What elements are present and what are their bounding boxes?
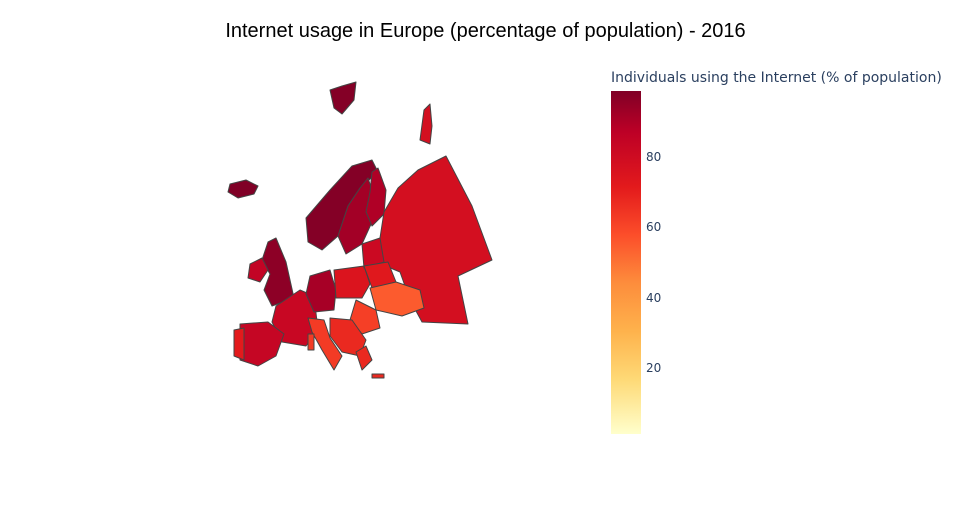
region-iceland[interactable] <box>227 179 259 199</box>
map-title: Internet usage in Europe (percentage of … <box>225 20 746 42</box>
region-sardinia[interactable] <box>307 333 315 351</box>
region-baltics[interactable] <box>361 237 385 269</box>
region-crete[interactable] <box>371 373 385 379</box>
region-spain[interactable] <box>239 321 285 367</box>
region-germany[interactable] <box>305 269 337 313</box>
colorbar-title: Individuals using the Internet (% of pop… <box>611 70 942 86</box>
region-ireland[interactable] <box>247 257 269 283</box>
region-romania[interactable] <box>349 299 381 335</box>
colorbar-tick-60: 60 <box>646 220 662 234</box>
colorbar-tick-40: 40 <box>646 291 662 305</box>
colorbar-tick-20: 20 <box>646 361 662 375</box>
region-portugal[interactable] <box>233 327 245 361</box>
region-svalbard[interactable] <box>329 81 357 115</box>
region-greece[interactable] <box>355 345 373 371</box>
colorbar-tick-80: 80 <box>646 150 662 164</box>
region-finland[interactable] <box>365 167 387 227</box>
region-poland[interactable] <box>333 265 371 299</box>
region-novaya-zemlya[interactable] <box>419 103 433 145</box>
colorbar <box>611 91 641 434</box>
